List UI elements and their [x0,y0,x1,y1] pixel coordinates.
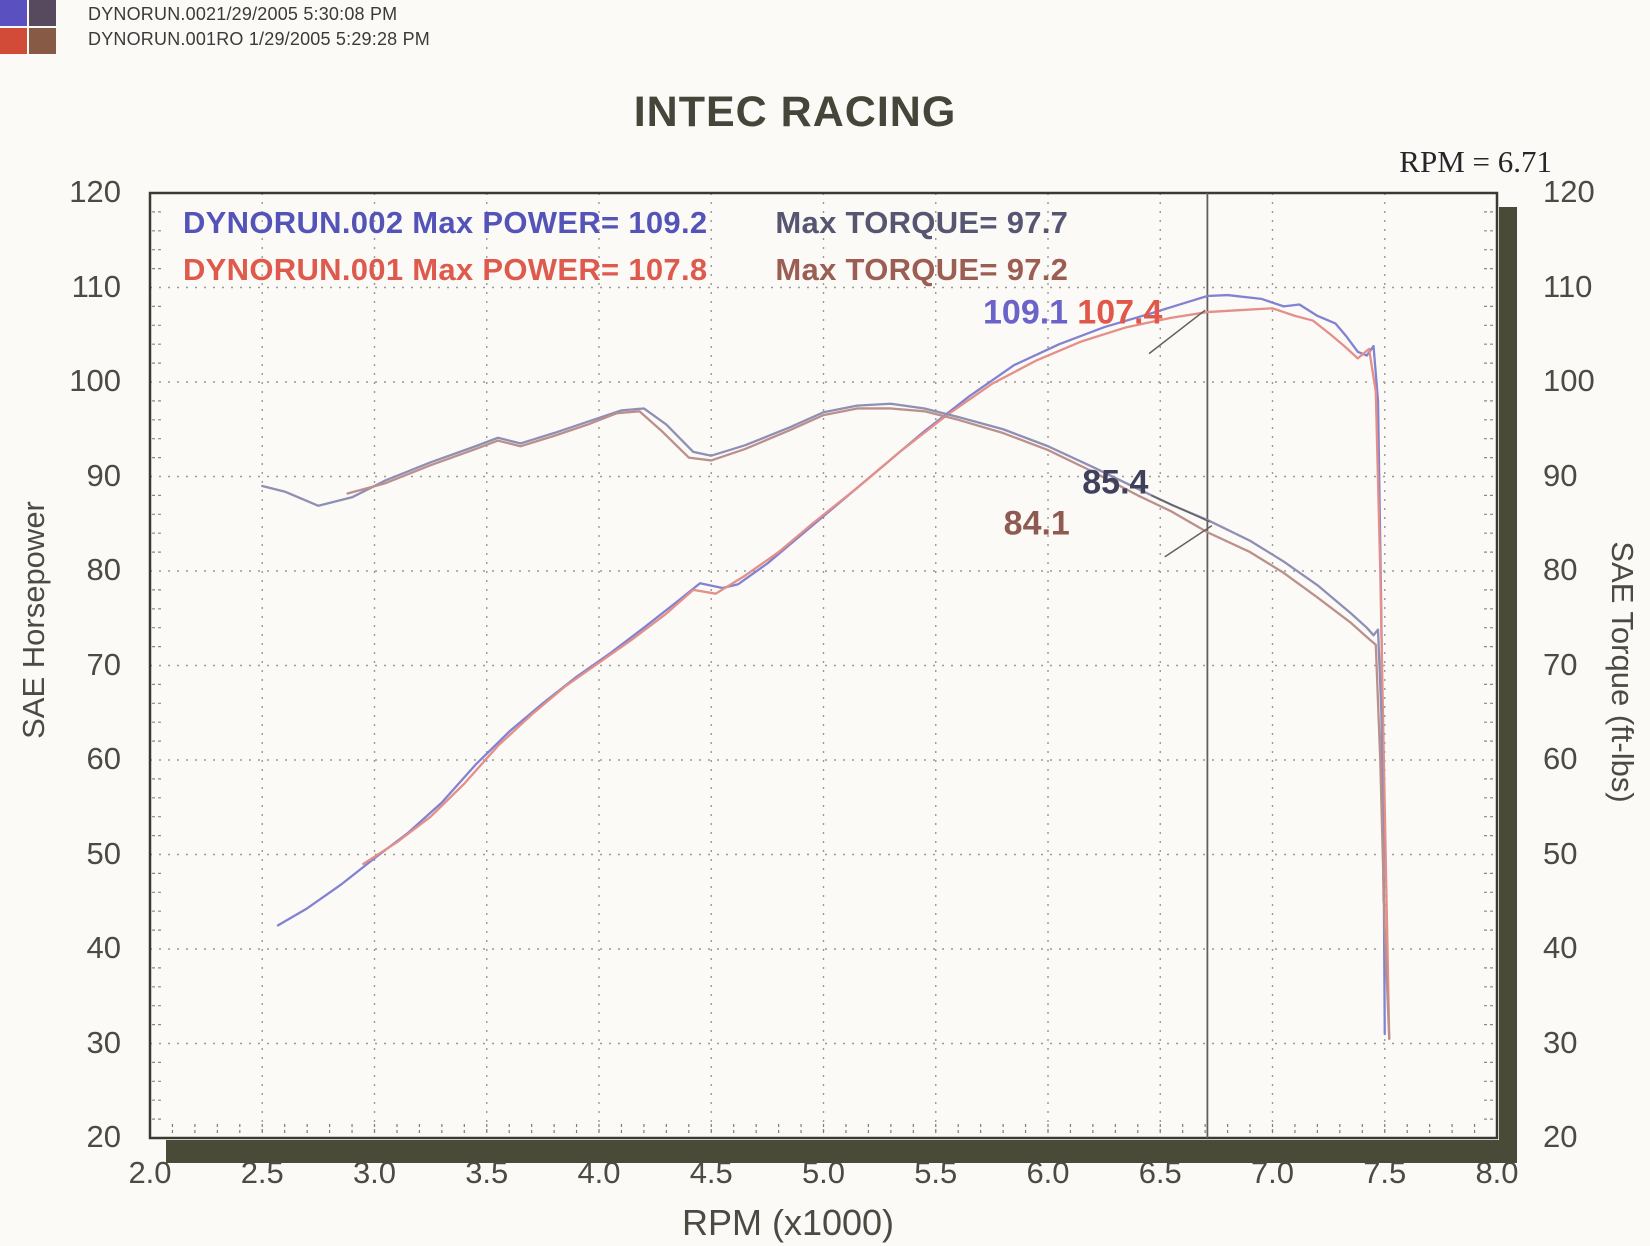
run-file-list: DYNORUN.0021/29/2005 5:30:08 PM DYNORUN.… [88,2,430,52]
y-tick-left-50: 50 [86,835,121,871]
y-tick-left-30: 30 [86,1024,121,1060]
y-tick-right-120: 120 [1543,174,1595,209]
dyno-logo-icon [0,0,58,56]
plot-shadow-bottom [166,1140,1517,1163]
x-tick-2.0: 2.0 [128,1155,172,1190]
y-tick-left-90: 90 [86,457,121,493]
curve-dynorun-002-power-hp- [276,293,1386,1036]
annotation-leader-line [1150,494,1210,523]
page-title: INTEC RACING [633,88,957,136]
y-tick-right-20: 20 [1543,1119,1578,1154]
y-tick-left-60: 60 [86,741,121,776]
legend-row-dynorun-002: DYNORUN.002 Max POWER= 109.2 Max TORQUE= … [183,205,1068,241]
annotation-leader-line [1164,525,1213,558]
x-tick-7.5: 7.5 [1363,1155,1407,1190]
run-file-line-1: DYNORUN.0021/29/2005 5:30:08 PM [88,4,398,24]
run-file-line-2: DYNORUN.001RO 1/29/2005 5:29:28 PM [88,29,430,49]
x-tick-5.5: 5.5 [914,1155,958,1190]
logo-square-3 [29,28,56,54]
x-tick-2.5: 2.5 [240,1155,284,1190]
cursor-rpm-readout: RPM = 6.71 [1399,144,1552,179]
x-tick-5.0: 5.0 [801,1155,846,1190]
legend-002-torque: Max TORQUE= 97.7 [775,205,1069,240]
y-tick-right-50: 50 [1543,835,1578,871]
x-axis-title: RPM (x1000) [681,1202,895,1243]
y-tick-left-20: 20 [86,1119,121,1154]
y-tick-left-100: 100 [69,363,121,398]
x-tick-4.0: 4.0 [577,1155,621,1190]
y-tick-right-40: 40 [1543,930,1578,965]
logo-square-0 [0,0,27,26]
x-tick-7.0: 7.0 [1250,1155,1295,1190]
curve-dynorun-001-torque-ft-lbs- [346,407,1391,1040]
y-tick-right-100: 100 [1543,363,1595,398]
y-tick-left-110: 110 [71,268,121,304]
y-tick-right-30: 30 [1543,1024,1578,1060]
y-tick-right-70: 70 [1543,646,1578,682]
annotation-leader-line [1148,309,1206,355]
x-tick-3.0: 3.0 [352,1155,397,1190]
x-tick-3.5: 3.5 [465,1155,509,1190]
legend-001-power: DYNORUN.001 Max POWER= 107.8 [183,252,708,287]
curve-value-label-85.4: 85.4 [1082,463,1149,502]
legend-001-torque: Max TORQUE= 97.2 [775,252,1069,287]
x-tick-6.5: 6.5 [1138,1155,1182,1190]
curve-value-label-84.1: 84.1 [1003,504,1070,543]
y-axis-title-left: SAE Horsepower [16,501,51,739]
logo-square-1 [29,0,56,26]
y-tick-left-80: 80 [86,552,121,587]
x-tick-6.0: 6.0 [1026,1155,1070,1190]
y-tick-right-110: 110 [1543,268,1593,304]
y-tick-right-80: 80 [1543,552,1578,587]
plot-shadow-right [1499,207,1517,1163]
x-tick-4.5: 4.5 [689,1155,733,1190]
curve-dynorun-002-torque-ft-lbs- [261,402,1385,903]
logo-square-2 [0,28,27,54]
legend-row-dynorun-001: DYNORUN.001 Max POWER= 107.8 Max TORQUE= … [183,252,1068,288]
y-tick-right-90: 90 [1543,457,1578,493]
y-tick-left-40: 40 [86,930,121,965]
y-tick-left-70: 70 [86,646,121,682]
legend-002-power: DYNORUN.002 Max POWER= 109.2 [183,205,708,240]
curve-value-label-109.1: 109.1 [983,293,1069,332]
curve-dynorun-001-power-hp- [362,307,1391,1040]
plot-border [148,191,1499,1140]
x-tick-8.0: 8.0 [1475,1155,1519,1190]
y-tick-left-120: 120 [69,174,121,209]
y-tick-right-60: 60 [1543,741,1578,776]
curve-value-label-107.4: 107.4 [1077,293,1163,332]
